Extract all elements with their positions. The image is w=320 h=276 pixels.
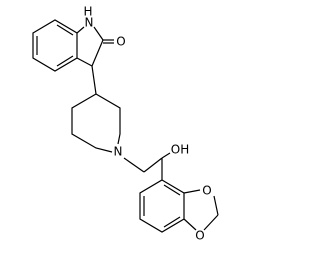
atom-label: H [83, 5, 92, 19]
bond [161, 152, 171, 159]
bond [76, 26, 85, 34]
double-bond [163, 216, 181, 228]
double-bond [163, 184, 181, 196]
atom-label: O [116, 35, 125, 49]
bond [213, 195, 219, 216]
bond [93, 26, 104, 41]
bond [183, 189, 201, 194]
bond [183, 218, 197, 231]
atom-label: N [85, 16, 94, 30]
bond [76, 57, 93, 67]
atom-label: O [202, 184, 211, 198]
piperidine-side [71, 93, 113, 153]
bond [123, 157, 145, 173]
bond [91, 65, 97, 95]
piperidine-side [95, 93, 121, 145]
bond [143, 157, 163, 173]
structure-diagram: H N O N OH O O [32, 5, 219, 243]
double-bond [56, 55, 74, 67]
double-bond [56, 24, 74, 36]
bonds [32, 19, 219, 233]
aryl-ring [139, 179, 185, 233]
benzene-ring [32, 19, 78, 72]
atom-label: N [114, 145, 123, 159]
atom-label: OH [171, 143, 189, 157]
bond [203, 214, 219, 231]
atom-label: O [195, 229, 204, 243]
bond [91, 39, 104, 67]
